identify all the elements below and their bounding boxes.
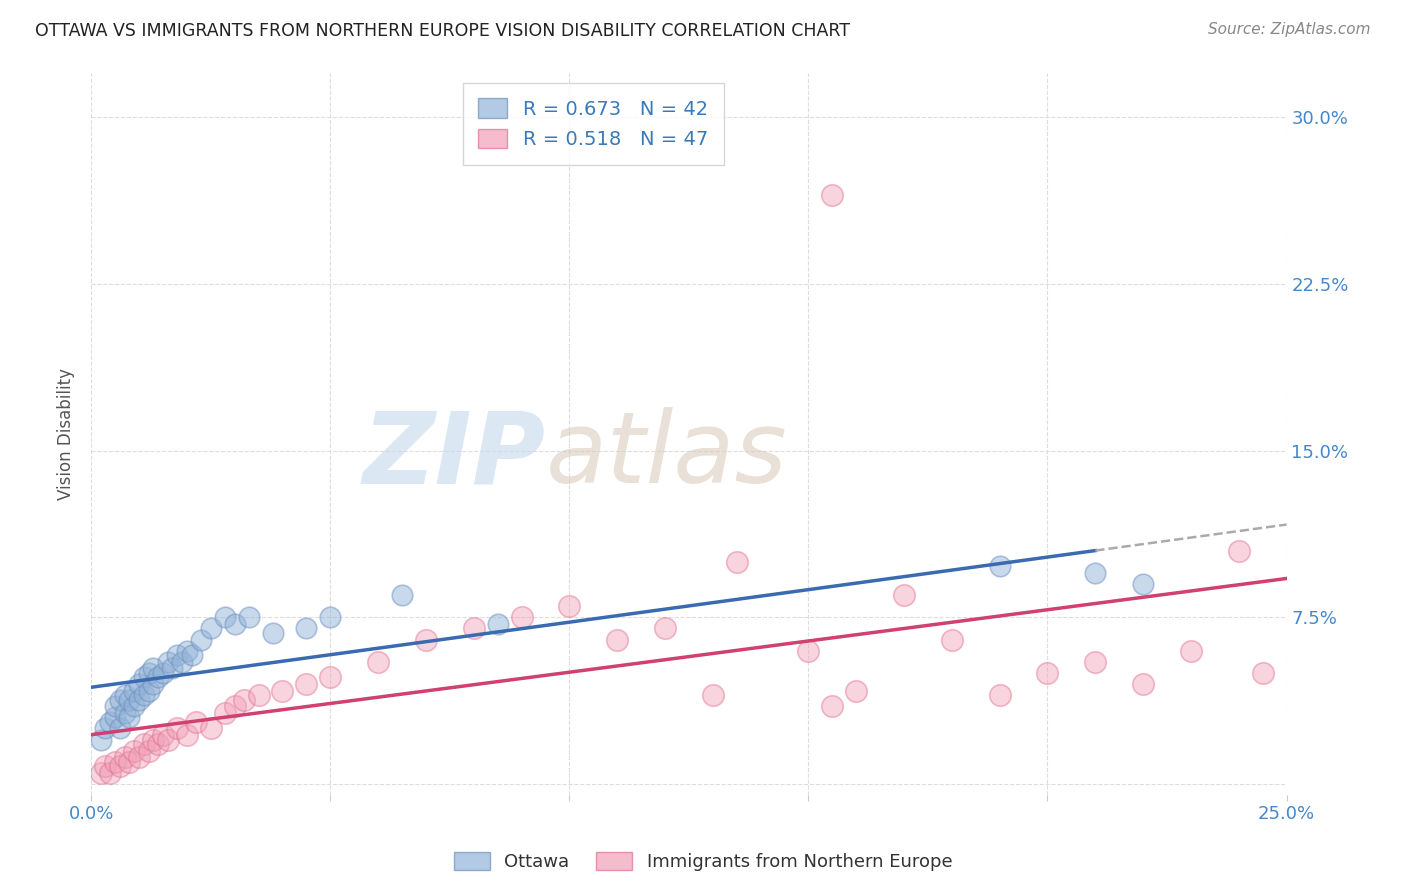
Point xyxy=(941,632,963,647)
Point xyxy=(104,710,127,724)
Point xyxy=(186,714,208,729)
Text: Source: ZipAtlas.com: Source: ZipAtlas.com xyxy=(1208,22,1371,37)
Point xyxy=(486,617,509,632)
Legend: R = 0.673   N = 42, R = 0.518   N = 47: R = 0.673 N = 42, R = 0.518 N = 47 xyxy=(463,83,724,165)
Point xyxy=(104,699,127,714)
Point xyxy=(463,622,485,636)
Point xyxy=(94,759,117,773)
Point xyxy=(152,728,174,742)
Point xyxy=(1132,677,1154,691)
Point xyxy=(170,655,193,669)
Point xyxy=(1132,577,1154,591)
Point xyxy=(114,688,136,702)
Point xyxy=(200,722,222,736)
Point xyxy=(114,750,136,764)
Point xyxy=(271,683,294,698)
Point xyxy=(1036,665,1059,680)
Point xyxy=(118,692,141,706)
Point xyxy=(118,710,141,724)
Point xyxy=(1227,543,1250,558)
Point xyxy=(166,722,188,736)
Point xyxy=(162,661,184,675)
Point xyxy=(797,643,820,657)
Point xyxy=(90,732,112,747)
Point xyxy=(118,755,141,769)
Point xyxy=(108,722,131,736)
Point xyxy=(510,610,533,624)
Point xyxy=(132,737,155,751)
Point xyxy=(1084,655,1107,669)
Point xyxy=(893,588,915,602)
Text: OTTAWA VS IMMIGRANTS FROM NORTHERN EUROPE VISION DISABILITY CORRELATION CHART: OTTAWA VS IMMIGRANTS FROM NORTHERN EUROP… xyxy=(35,22,851,40)
Point xyxy=(233,692,256,706)
Point xyxy=(146,737,169,751)
Point xyxy=(606,632,628,647)
Point xyxy=(156,655,179,669)
Point xyxy=(142,732,165,747)
Point xyxy=(1084,566,1107,580)
Point xyxy=(200,622,222,636)
Point xyxy=(122,744,145,758)
Point xyxy=(1180,643,1202,657)
Point xyxy=(122,683,145,698)
Point xyxy=(558,599,581,614)
Point xyxy=(654,622,676,636)
Point xyxy=(295,622,318,636)
Point xyxy=(180,648,202,662)
Point xyxy=(98,714,121,729)
Point xyxy=(295,677,318,691)
Point xyxy=(319,610,342,624)
Point xyxy=(319,670,342,684)
Legend: Ottawa, Immigrants from Northern Europe: Ottawa, Immigrants from Northern Europe xyxy=(446,846,960,879)
Point xyxy=(845,683,868,698)
Point xyxy=(224,699,246,714)
Point xyxy=(176,643,198,657)
Point xyxy=(367,655,389,669)
Point xyxy=(725,555,748,569)
Point xyxy=(190,632,212,647)
Point xyxy=(821,188,844,202)
Point xyxy=(152,665,174,680)
Text: atlas: atlas xyxy=(546,407,787,504)
Point xyxy=(247,688,270,702)
Point xyxy=(138,683,160,698)
Point xyxy=(114,706,136,720)
Point xyxy=(132,670,155,684)
Point xyxy=(702,688,724,702)
Point xyxy=(262,625,284,640)
Point xyxy=(108,759,131,773)
Point xyxy=(391,588,413,602)
Point xyxy=(821,699,844,714)
Point xyxy=(128,750,150,764)
Point xyxy=(94,722,117,736)
Text: ZIP: ZIP xyxy=(363,407,546,504)
Point xyxy=(108,692,131,706)
Point xyxy=(1251,665,1274,680)
Point xyxy=(146,670,169,684)
Point xyxy=(415,632,437,647)
Point xyxy=(104,755,127,769)
Point xyxy=(122,699,145,714)
Point xyxy=(128,692,150,706)
Point xyxy=(138,744,160,758)
Y-axis label: Vision Disability: Vision Disability xyxy=(58,368,75,500)
Point xyxy=(238,610,260,624)
Point xyxy=(214,610,236,624)
Point xyxy=(142,661,165,675)
Point xyxy=(176,728,198,742)
Point xyxy=(214,706,236,720)
Point xyxy=(90,765,112,780)
Point xyxy=(98,765,121,780)
Point xyxy=(224,617,246,632)
Point xyxy=(142,677,165,691)
Point xyxy=(988,688,1011,702)
Point xyxy=(138,665,160,680)
Point xyxy=(128,677,150,691)
Point xyxy=(156,732,179,747)
Point xyxy=(132,688,155,702)
Point xyxy=(166,648,188,662)
Point xyxy=(988,559,1011,574)
